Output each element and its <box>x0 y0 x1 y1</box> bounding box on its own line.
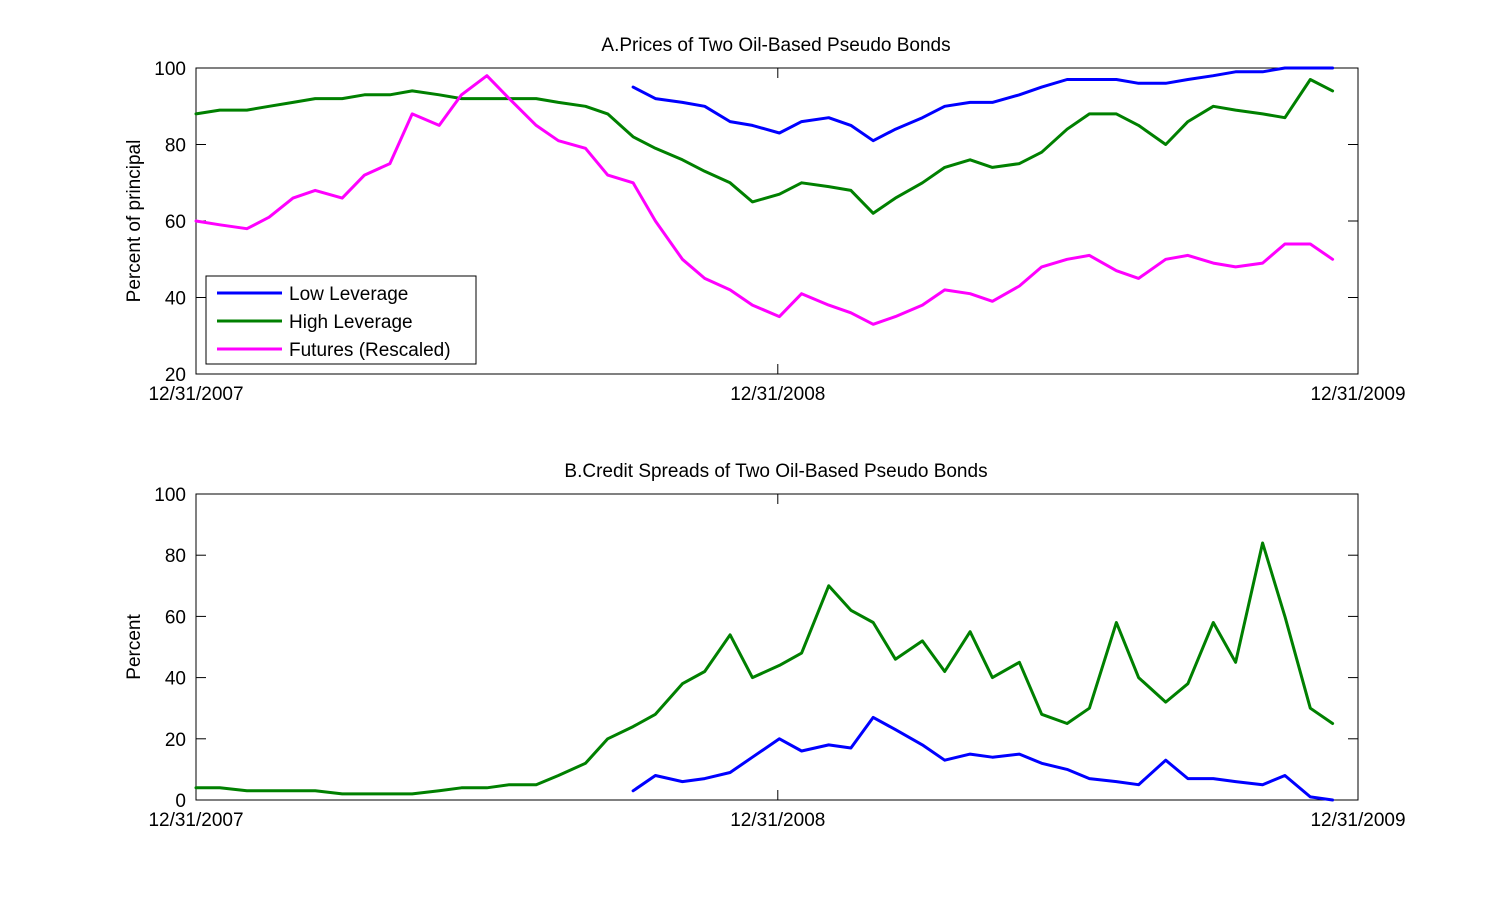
panel-a-axes: 20 40 60 80 100 12/31/2007 12/31/2008 12/31/200… <box>148 59 1405 405</box>
panel-b-y-tick-label: 40 <box>165 669 186 690</box>
panel-a-x-tick-label: 12/31/2008 <box>730 384 825 405</box>
panel-b-series-low-leverage <box>631 715 1335 802</box>
legend-label-futures: Futures (Rescaled) <box>289 340 451 361</box>
panel-b-y-tick-label: 20 <box>165 730 186 751</box>
panel-b-y-tick-label: 80 <box>165 546 186 567</box>
legend-label-low-leverage: Low Leverage <box>289 284 408 305</box>
panel-a-series-futures-rescaled <box>194 74 1335 326</box>
panel-a-series-high-leverage <box>194 78 1335 215</box>
panel-a-y-tick-label: 40 <box>165 289 186 310</box>
panel-b-series <box>194 541 1335 802</box>
panel-a-y-axis-label: Percent of principal <box>124 140 145 303</box>
panel-b-y-tick-label: 60 <box>165 607 186 628</box>
legend-label-high-leverage: High Leverage <box>289 312 413 333</box>
panel-b-y-axis-label: Percent <box>124 614 145 680</box>
panel-b-y-tick-label: 100 <box>154 485 186 506</box>
panel-a-x-tick-label: 12/31/2007 <box>148 384 243 405</box>
panel-b-x-tick-label: 12/31/2007 <box>148 810 243 831</box>
panel-a-y-tick-label: 80 <box>165 136 186 157</box>
panel-b-y-tick-label: 0 <box>175 791 186 812</box>
panel-a-series <box>194 66 1335 326</box>
panel-b-x-tick-label: 12/31/2009 <box>1310 810 1405 831</box>
panel-a-legend: Low Leverage High Leverage Futures (Resc… <box>205 275 477 365</box>
panel-b-x-tick-label: 12/31/2008 <box>730 810 825 831</box>
panel-b-axes: 0 20 40 60 80 100 12/31/2007 12/31/2008 12/31/20… <box>148 485 1405 831</box>
panel-a-x-tick-label: 12/31/2009 <box>1310 384 1405 405</box>
panel-a-y-tick-label: 100 <box>154 59 186 80</box>
panel-a-y-tick-label: 60 <box>165 212 186 233</box>
panel-b-title: B.Credit Spreads of Two Oil-Based Pseudo… <box>564 461 987 482</box>
panel-a-title: A.Prices of Two Oil-Based Pseudo Bonds <box>601 35 950 56</box>
panel-b-credit-spreads: B.Credit Spreads of Two Oil-Based Pseudo… <box>124 461 1406 831</box>
panel-a-series-low-leverage <box>631 66 1335 143</box>
panel-a-y-tick-label: 20 <box>165 365 186 386</box>
panel-a-prices: A.Prices of Two Oil-Based Pseudo Bonds P… <box>124 35 1406 405</box>
panel-b-series-high-leverage <box>194 541 1335 796</box>
panel-b-plot-frame <box>195 493 1359 801</box>
